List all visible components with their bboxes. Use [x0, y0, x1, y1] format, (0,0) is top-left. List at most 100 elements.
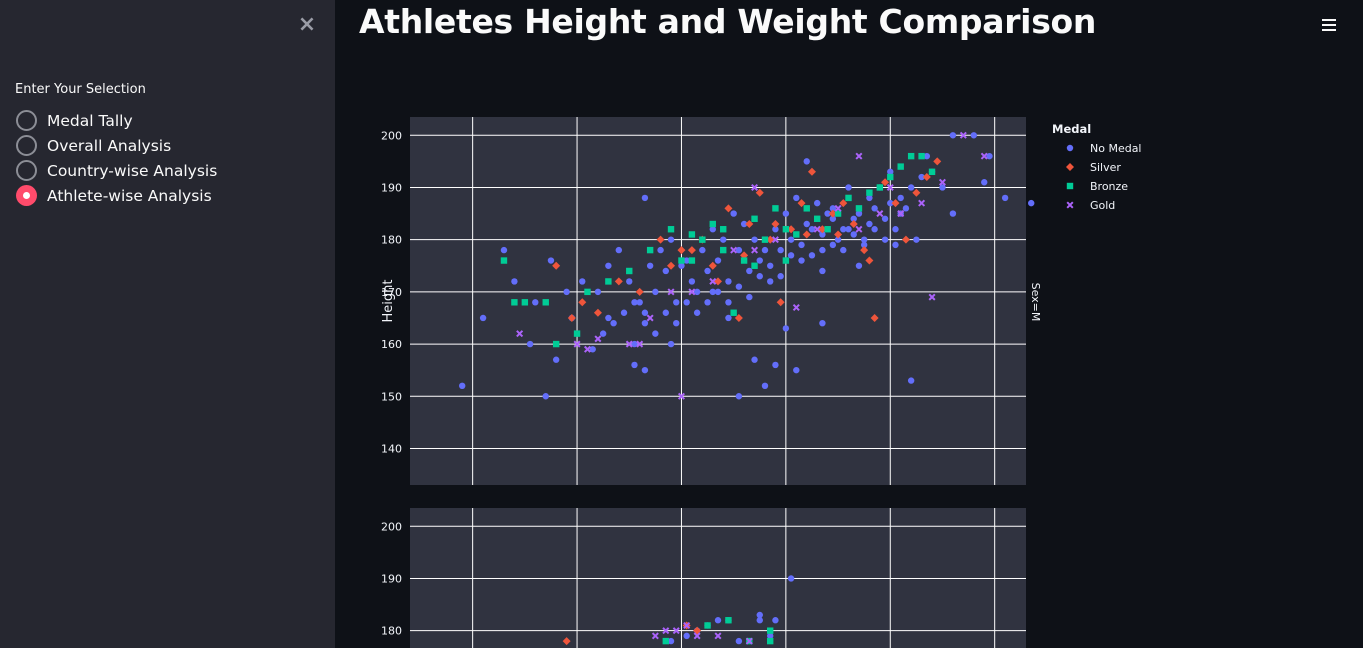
data-point-bronze — [803, 205, 810, 212]
data-point-no-medal — [751, 236, 758, 243]
data-point-bronze — [767, 627, 774, 634]
data-point-no-medal — [746, 293, 753, 301]
close-icon[interactable]: × — [297, 12, 317, 37]
data-point-no-medal — [636, 299, 643, 306]
data-point-no-medal — [782, 210, 790, 217]
main-content: Athletes Height and Weight Comparison 14… — [335, 0, 1363, 648]
legend-entry-label[interactable]: No Medal — [1090, 142, 1142, 155]
y-tick-label: 190 — [381, 181, 402, 194]
data-point-silver — [552, 261, 561, 270]
points-layer — [459, 131, 1035, 646]
data-point-no-medal — [735, 637, 743, 645]
page-title: Athletes Height and Weight Comparison — [359, 2, 1097, 41]
radio-option-label: Overall Analysis — [47, 136, 172, 155]
data-point-silver — [740, 251, 749, 260]
y-tick-label: 170 — [381, 286, 402, 299]
data-point-gold — [683, 621, 691, 629]
y-tick-label: 180 — [381, 234, 402, 247]
data-point-silver — [734, 313, 743, 322]
data-point-no-medal — [871, 226, 878, 233]
data-point-bronze — [751, 215, 758, 222]
radio-option-athlete-wise-analysis[interactable]: Athlete-wise Analysis — [16, 183, 217, 208]
data-point-no-medal — [746, 267, 753, 275]
data-point-bronze — [500, 257, 508, 264]
radio-button[interactable] — [16, 110, 37, 131]
radio-button[interactable] — [16, 160, 37, 181]
data-point-bronze — [824, 226, 831, 233]
data-point-no-medal — [1001, 194, 1009, 202]
data-point-no-medal — [714, 288, 722, 296]
radio-option-overall-analysis[interactable]: Overall Analysis — [16, 133, 217, 158]
data-point-bronze — [876, 184, 884, 191]
data-point-bronze — [897, 163, 904, 170]
radio-option-country-wise-analysis[interactable]: Country-wise Analysis — [16, 158, 217, 183]
axis-layer: 140 150 160 170 180 190 200 180 190 200 — [381, 129, 402, 637]
hamburger-menu-icon[interactable] — [1319, 16, 1339, 36]
data-point-no-medal — [860, 236, 868, 243]
data-point-no-medal — [918, 173, 925, 181]
data-point-silver — [912, 188, 921, 197]
data-point-gold — [938, 178, 946, 186]
data-point-gold — [855, 152, 863, 160]
data-point-no-medal — [704, 299, 711, 306]
data-point-bronze — [688, 231, 696, 238]
data-point-no-medal — [657, 246, 664, 254]
data-point-silver — [745, 220, 754, 229]
data-point-no-medal — [819, 319, 826, 327]
data-point-bronze — [605, 278, 612, 285]
data-point-bronze — [866, 189, 873, 196]
data-point-no-medal — [714, 257, 722, 264]
data-point-no-medal — [782, 325, 790, 332]
data-point-no-medal — [740, 220, 748, 228]
data-point-bronze — [704, 622, 711, 629]
data-point-no-medal — [939, 184, 946, 191]
data-point-no-medal — [761, 382, 769, 390]
data-point-no-medal — [683, 299, 690, 306]
data-point-no-medal — [793, 366, 800, 374]
grid-layer — [410, 117, 1026, 648]
data-point-no-medal — [907, 184, 915, 191]
data-point-gold — [672, 627, 680, 635]
data-point-gold — [751, 246, 759, 254]
data-point-no-medal — [767, 632, 774, 640]
data-point-no-medal — [631, 299, 638, 306]
data-point-gold — [834, 204, 842, 212]
data-point-no-medal — [594, 288, 602, 296]
data-point-gold — [709, 277, 717, 285]
data-point-no-medal — [673, 299, 680, 306]
data-point-gold — [980, 152, 988, 160]
radio-button-selected[interactable] — [16, 185, 37, 206]
data-point-gold — [855, 225, 863, 233]
legend-entry-label[interactable]: Gold — [1090, 199, 1115, 212]
data-point-no-medal — [777, 246, 784, 254]
radio-button[interactable] — [16, 135, 37, 156]
data-point-no-medal — [615, 246, 623, 254]
data-point-bronze — [918, 152, 925, 160]
data-point-no-medal — [725, 278, 732, 285]
data-point-no-medal — [777, 273, 784, 280]
data-point-silver — [807, 167, 816, 176]
data-point-no-medal — [709, 288, 716, 296]
data-point-no-medal — [981, 179, 988, 186]
radio-option-label: Country-wise Analysis — [47, 161, 218, 180]
legend-entry-label[interactable]: Silver — [1090, 161, 1121, 174]
data-point-silver — [834, 230, 843, 239]
data-point-bronze — [928, 168, 936, 176]
data-point-silver — [562, 637, 571, 646]
data-point-no-medal — [725, 314, 732, 322]
data-point-silver — [818, 225, 827, 234]
data-point-no-medal — [735, 393, 743, 400]
data-point-bronze — [699, 236, 706, 243]
radio-option-medal-tally[interactable]: Medal Tally — [16, 108, 217, 133]
data-point-no-medal — [756, 617, 763, 624]
data-point-gold — [693, 632, 701, 640]
data-point-gold — [667, 288, 675, 296]
y-axis-label: Height — [381, 280, 396, 323]
data-point-no-medal — [845, 184, 852, 191]
data-point-no-medal — [693, 288, 701, 296]
legend-entry-label[interactable]: Bronze — [1090, 180, 1128, 193]
data-point-no-medal — [667, 637, 675, 645]
data-point-silver — [839, 199, 848, 208]
data-point-silver — [860, 246, 869, 255]
data-point-no-medal — [547, 257, 555, 264]
